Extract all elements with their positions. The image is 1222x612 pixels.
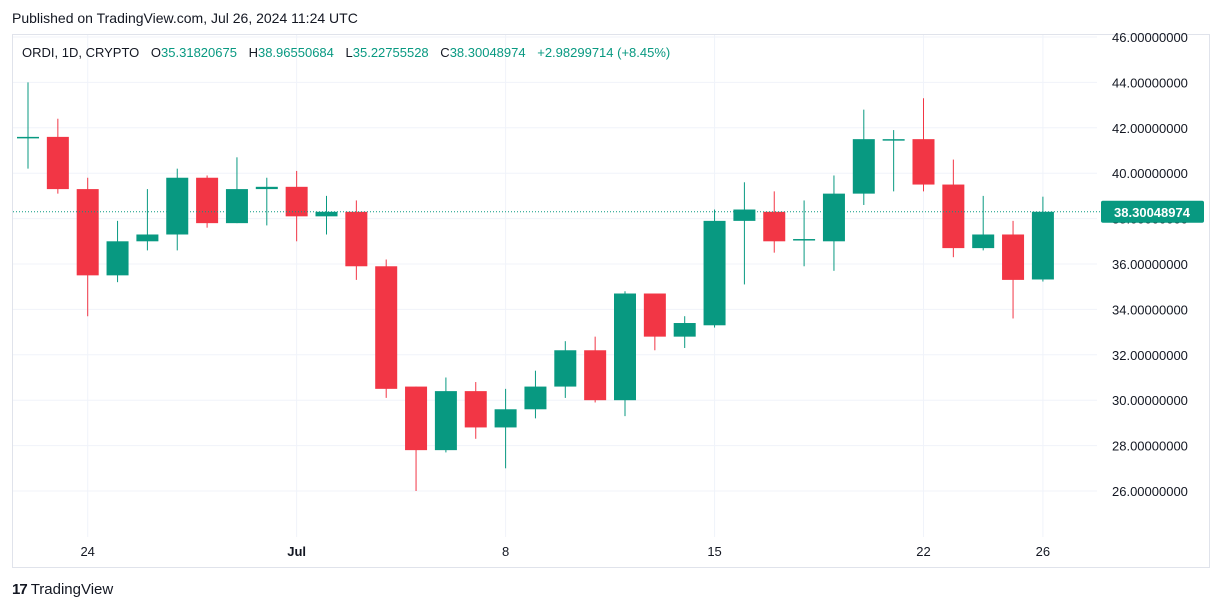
time-tick-label: 26 xyxy=(1036,544,1050,559)
open-key: O xyxy=(150,45,162,60)
time-tick-label: 22 xyxy=(916,544,930,559)
tradingview-logo-icon: 17 xyxy=(12,581,28,598)
candle-body xyxy=(912,139,935,185)
high-key: H xyxy=(248,45,258,60)
price-tick-label: 40.00000000 xyxy=(1112,166,1188,181)
candle-body xyxy=(673,323,696,337)
candle-body xyxy=(464,391,487,428)
candle-body xyxy=(1031,211,1054,280)
candles-layer xyxy=(17,82,1054,491)
tradingview-footer[interactable]: 17 TradingView xyxy=(12,581,113,598)
candle-body xyxy=(76,189,99,276)
candle-body xyxy=(196,177,219,224)
symbol-label: ORDI, 1D, CRYPTO xyxy=(22,45,140,60)
candle-body xyxy=(942,184,965,249)
candle-body xyxy=(255,186,278,190)
candle-body xyxy=(285,186,308,217)
price-tick-label: 36.00000000 xyxy=(1112,257,1188,272)
time-tick-label: 8 xyxy=(502,544,509,559)
price-tick-label: 30.00000000 xyxy=(1112,393,1188,408)
published-caption: Published on TradingView.com, Jul 26, 20… xyxy=(12,10,358,26)
low-value: 35.22755528 xyxy=(352,45,429,60)
price-tick-label: 26.00000000 xyxy=(1112,484,1188,499)
time-tick-label: Jul xyxy=(287,544,306,559)
candle-body xyxy=(345,211,368,267)
high-value: 38.96550684 xyxy=(257,45,334,60)
price-axis: 26.00000000 28.00000000 30.00000000 32.0000… xyxy=(1112,30,1188,499)
candle-body xyxy=(614,293,636,401)
candle-body xyxy=(554,350,577,387)
grid-lines xyxy=(13,35,1097,537)
candle-body xyxy=(17,136,39,139)
candle-body xyxy=(584,350,607,401)
low-key: L xyxy=(345,45,353,60)
candle-body xyxy=(793,239,816,241)
candle-body xyxy=(524,386,547,410)
candle-body xyxy=(225,189,248,224)
candle-body xyxy=(852,139,875,194)
price-tick-label: 42.00000000 xyxy=(1112,121,1188,136)
candle-body xyxy=(434,391,457,451)
candle-body xyxy=(1002,234,1025,280)
price-tick-label: 32.00000000 xyxy=(1112,348,1188,363)
candle-body xyxy=(972,234,995,249)
price-tick-label: 46.00000000 xyxy=(1112,30,1188,45)
candle-body xyxy=(405,386,428,451)
price-tick-label: 34.00000000 xyxy=(1112,302,1188,317)
candle-body xyxy=(315,211,338,217)
time-axis: 24 Jul 8 15 22 26 xyxy=(80,544,1050,559)
candle-body xyxy=(733,209,756,221)
time-tick-label: 15 xyxy=(707,544,721,559)
candle-body xyxy=(46,136,69,190)
candle-body xyxy=(643,293,666,337)
candle-body xyxy=(166,177,189,235)
candle-body xyxy=(494,409,517,428)
close-key: C xyxy=(440,45,450,60)
candle-body xyxy=(703,220,726,326)
candle-body xyxy=(136,234,159,242)
candle-body xyxy=(375,266,398,389)
close-value: 38.30048974 xyxy=(449,45,526,60)
candle-body xyxy=(822,193,845,242)
time-tick-label: 24 xyxy=(80,544,94,559)
ohlc-legend: ORDI, 1D, CRYPTO O35.31820675 H38.965506… xyxy=(22,45,670,60)
last-price-label: 38.30048974 xyxy=(1114,205,1191,220)
candle-body xyxy=(882,139,905,141)
candle-body xyxy=(106,241,129,276)
brand-name: TradingView xyxy=(30,581,114,598)
change-value: +2.98299714 (+8.45%) xyxy=(537,45,671,60)
chart-frame xyxy=(12,34,1210,568)
price-tick-label: 28.00000000 xyxy=(1112,439,1188,454)
open-value: 35.31820675 xyxy=(161,45,237,60)
price-tick-label: 44.00000000 xyxy=(1112,75,1188,90)
candle-body xyxy=(763,211,786,242)
last-price-layer: 38.30048974 xyxy=(13,200,1204,223)
last-price-badge xyxy=(1101,200,1204,223)
